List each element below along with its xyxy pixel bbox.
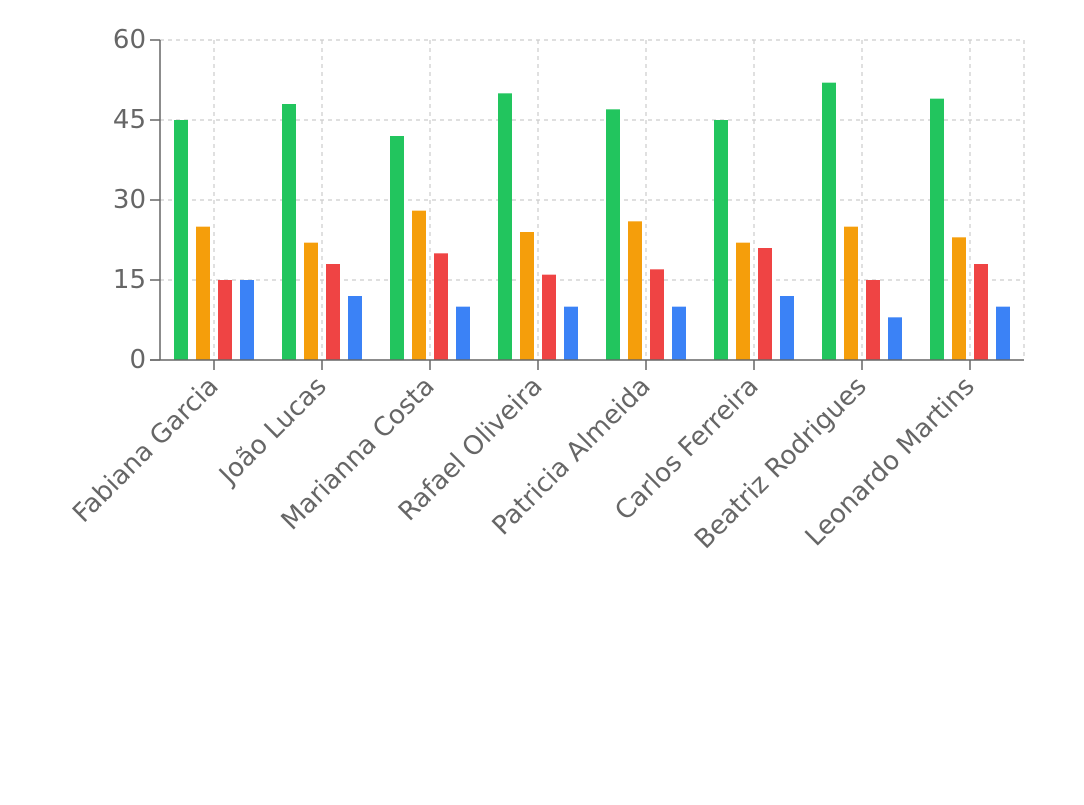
bar — [240, 280, 254, 360]
bar — [952, 237, 966, 360]
y-tick-labels: 0 15 30 45 60 — [113, 25, 146, 375]
bar — [780, 296, 794, 360]
bar — [304, 242, 318, 360]
y-tick-label: 30 — [113, 185, 146, 215]
axes — [150, 39, 1024, 370]
bar — [672, 306, 686, 360]
bar — [498, 93, 512, 360]
bar — [434, 253, 448, 360]
bar — [390, 136, 404, 360]
bar — [996, 306, 1010, 360]
bar — [282, 104, 296, 360]
bar — [196, 226, 210, 360]
bar — [888, 317, 902, 360]
bar — [930, 98, 944, 361]
grid-lines — [160, 39, 1025, 360]
y-tick-label: 0 — [129, 345, 146, 375]
x-tick-label: Fabiana Garcia — [67, 371, 224, 528]
bar — [412, 210, 426, 360]
bar — [564, 306, 578, 360]
bars — [174, 82, 1010, 361]
y-tick-label: 45 — [113, 105, 146, 135]
y-tick-label: 60 — [113, 25, 146, 55]
bar — [714, 120, 728, 360]
bar — [758, 248, 772, 360]
bar — [844, 226, 858, 360]
bar — [218, 280, 232, 360]
bar — [606, 109, 620, 360]
bar — [866, 280, 880, 360]
y-tick-label: 15 — [113, 265, 146, 295]
bar — [326, 264, 340, 360]
bar — [650, 269, 664, 360]
bar — [822, 82, 836, 361]
bar — [456, 306, 470, 360]
bar — [736, 242, 750, 360]
bar — [974, 264, 988, 360]
bar — [348, 296, 362, 360]
bar — [174, 120, 188, 360]
bar — [628, 221, 642, 360]
bar — [520, 232, 534, 360]
bar — [542, 274, 556, 360]
x-tick-label: João Lucas — [212, 371, 332, 491]
